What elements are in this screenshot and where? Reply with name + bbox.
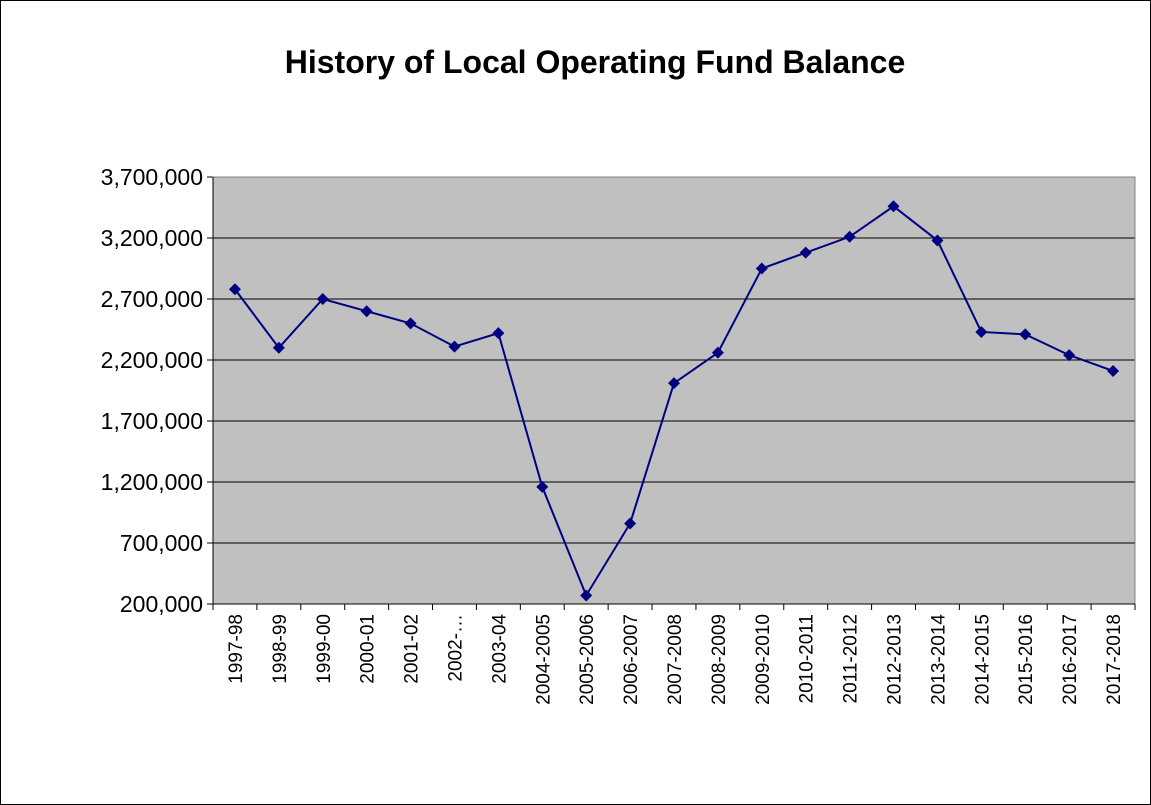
x-tick-label: 1999-00 bbox=[314, 614, 335, 684]
x-tick-label: 2007-2008 bbox=[665, 614, 686, 705]
point-marker bbox=[755, 262, 768, 275]
x-tick-label: 2003-04 bbox=[489, 614, 510, 684]
x-tick-label: 2008-2009 bbox=[709, 614, 730, 705]
plot-area bbox=[213, 177, 1135, 604]
chart-title: History of Local Operating Fund Balance bbox=[285, 44, 906, 80]
y-tick-label: 2,200,000 bbox=[101, 347, 203, 373]
x-tick-label: 2017-2018 bbox=[1104, 614, 1125, 705]
x-tick-label: 2014-2015 bbox=[972, 614, 993, 705]
point-marker bbox=[404, 317, 417, 330]
point-marker bbox=[448, 340, 461, 353]
point-marker bbox=[931, 234, 944, 247]
x-tick-label: 2013-2014 bbox=[928, 614, 949, 705]
x-tick-label: 2001-02 bbox=[402, 614, 423, 684]
point-marker bbox=[799, 246, 812, 259]
point-marker bbox=[711, 346, 724, 359]
x-tick-label: 2005-2006 bbox=[577, 614, 598, 705]
point-marker bbox=[536, 480, 549, 493]
x-tick-label: 2009-2010 bbox=[753, 614, 774, 705]
x-tick-label: 2016-2017 bbox=[1060, 614, 1081, 705]
x-tick-label: 2012-2013 bbox=[885, 614, 906, 705]
x-tick-label: 2002-… bbox=[445, 614, 466, 682]
point-marker bbox=[1019, 328, 1032, 341]
x-tick-label: 2011-2012 bbox=[841, 614, 862, 703]
point-marker bbox=[843, 230, 856, 243]
point-marker bbox=[975, 325, 988, 338]
x-tick-label: 2006-2007 bbox=[621, 614, 642, 705]
point-marker bbox=[1107, 364, 1120, 377]
x-tick-label: 2015-2016 bbox=[1016, 614, 1037, 705]
y-tick-label: 700,000 bbox=[120, 530, 203, 556]
x-tick-label: 2004-2005 bbox=[533, 614, 554, 705]
y-tick-label: 200,000 bbox=[120, 591, 203, 617]
point-marker bbox=[668, 377, 680, 390]
y-tick-label: 3,700,000 bbox=[101, 164, 203, 190]
point-marker bbox=[624, 517, 637, 530]
point-marker bbox=[492, 327, 505, 340]
x-tick-label: 1998-99 bbox=[270, 614, 291, 684]
y-tick-label: 2,700,000 bbox=[101, 286, 203, 312]
y-tick-label: 1,200,000 bbox=[101, 469, 203, 495]
x-tick-label: 1997-98 bbox=[226, 614, 247, 684]
point-marker bbox=[272, 341, 285, 354]
point-marker bbox=[1063, 349, 1076, 362]
y-tick-label: 3,200,000 bbox=[101, 225, 203, 251]
point-marker bbox=[580, 589, 593, 602]
point-marker bbox=[316, 293, 329, 305]
point-marker bbox=[887, 200, 900, 213]
point-marker bbox=[360, 305, 373, 318]
x-tick-label: 2010-2011 bbox=[797, 614, 818, 703]
y-tick-label: 1,700,000 bbox=[101, 408, 203, 434]
point-marker bbox=[228, 283, 241, 296]
x-tick-label: 2000-01 bbox=[358, 614, 379, 684]
